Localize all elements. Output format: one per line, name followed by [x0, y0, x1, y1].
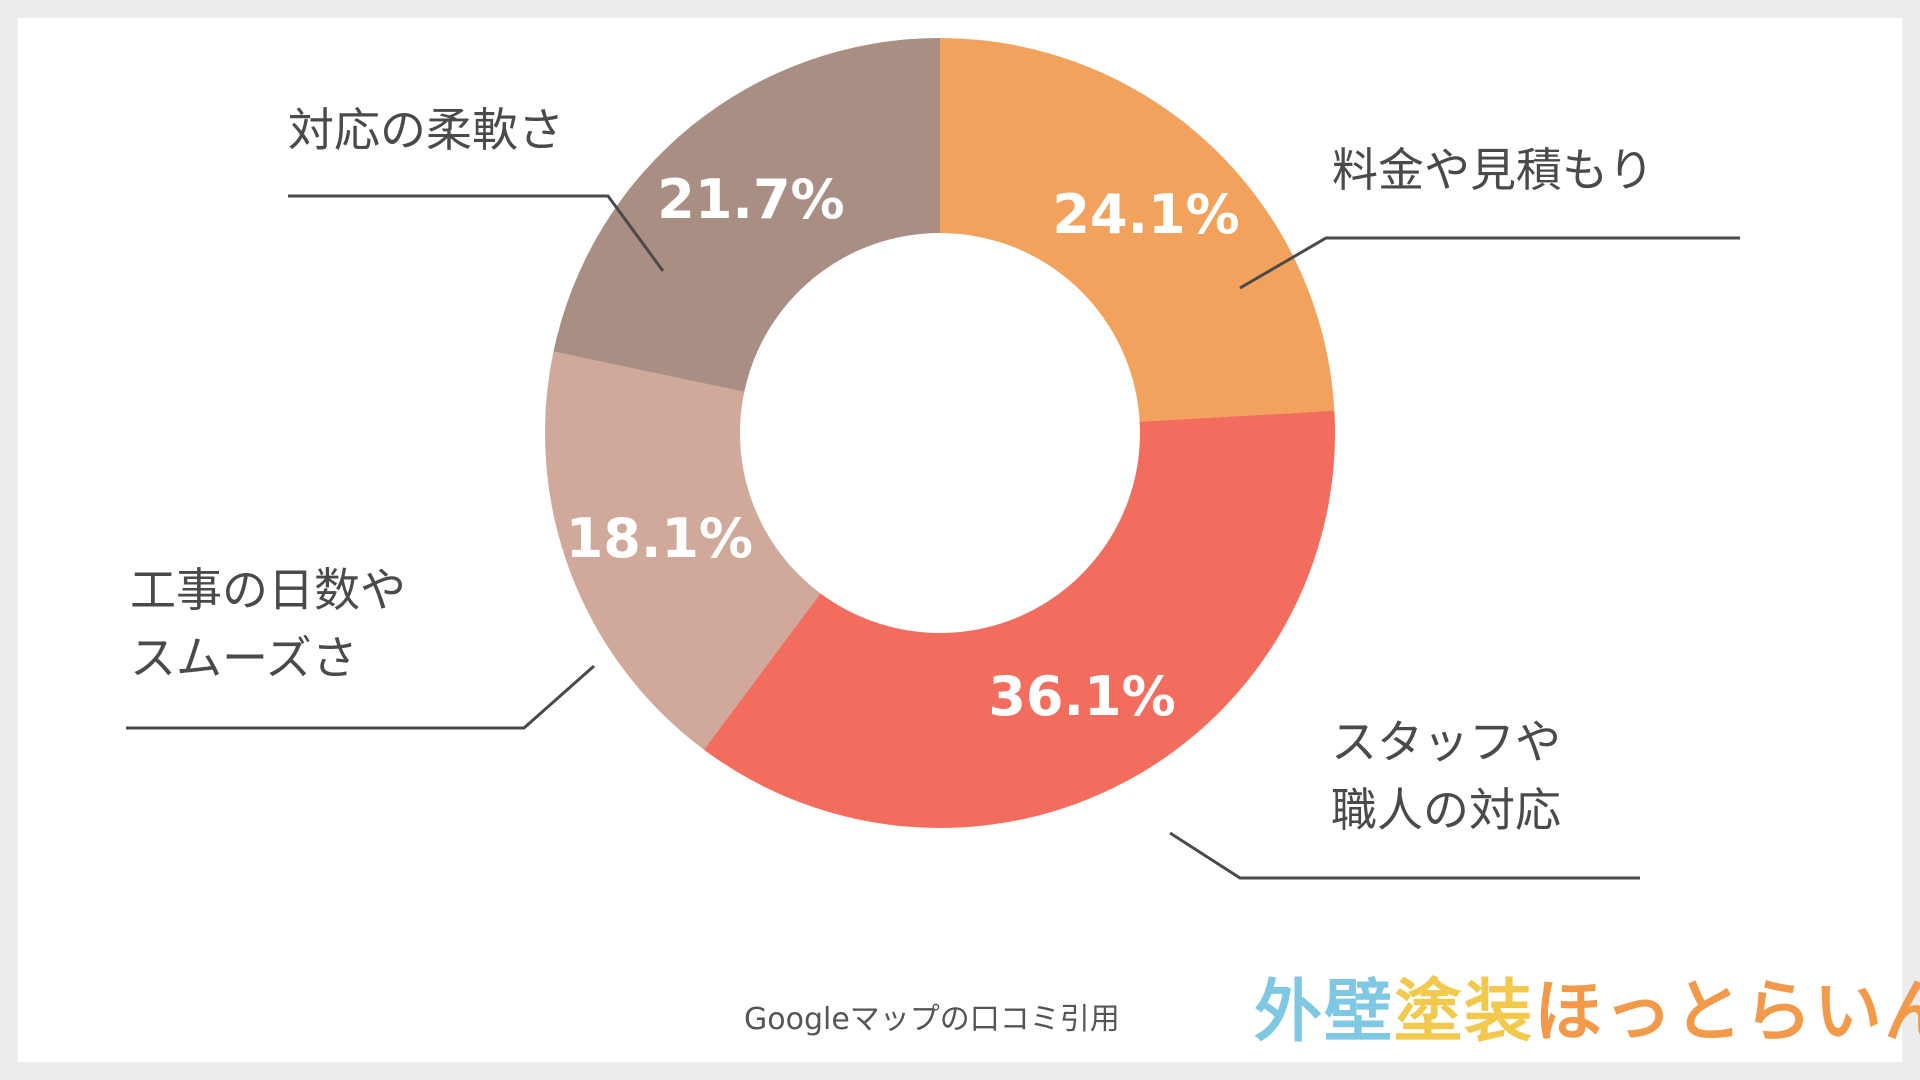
slice-value-label-2: 18.1% [566, 507, 753, 570]
donut-slice-0 [940, 38, 1335, 422]
donut-slice-2 [545, 351, 821, 750]
slice-value-label-1: 36.1% [988, 665, 1175, 728]
category-label-1-line-1: 職人の対応 [1331, 783, 1561, 837]
slice-value-label-0: 24.1% [1052, 183, 1239, 246]
category-label-3-line-0: 対応の柔軟さ [288, 103, 564, 157]
donut-slice-1 [703, 410, 1336, 828]
donut-slice-3 [553, 37, 940, 392]
category-label-0-line-0: 料金や見積もり [1332, 143, 1654, 197]
logo-part-exterior: 外壁 [1254, 973, 1395, 1052]
leader-line-3 [288, 194, 665, 272]
source-note: Googleマップの口コミ引用 [744, 1002, 1120, 1037]
leader-line-0 [1239, 236, 1740, 290]
slice-value-label-3: 21.7% [657, 168, 844, 231]
leader-line-2 [126, 664, 595, 730]
logo-part-hotline: ほっとらいん [1534, 973, 1920, 1052]
category-label-2-line-1: スムーズさ [130, 631, 358, 685]
brand-logo: 外壁塗装ほっとらいん [1254, 956, 1920, 1055]
chart-card: 24.1% 36.1% 18.1% 21.7% 料金や見積もり スタッフや職人の対応 工事… [18, 18, 1920, 1062]
category-label-2-line-0: 工事の日数や [130, 563, 406, 617]
logo-part-painting: 塗装 [1394, 973, 1535, 1052]
category-label-1-line-0: スタッフや [1331, 715, 1561, 769]
leader-line-1 [1169, 831, 1640, 880]
